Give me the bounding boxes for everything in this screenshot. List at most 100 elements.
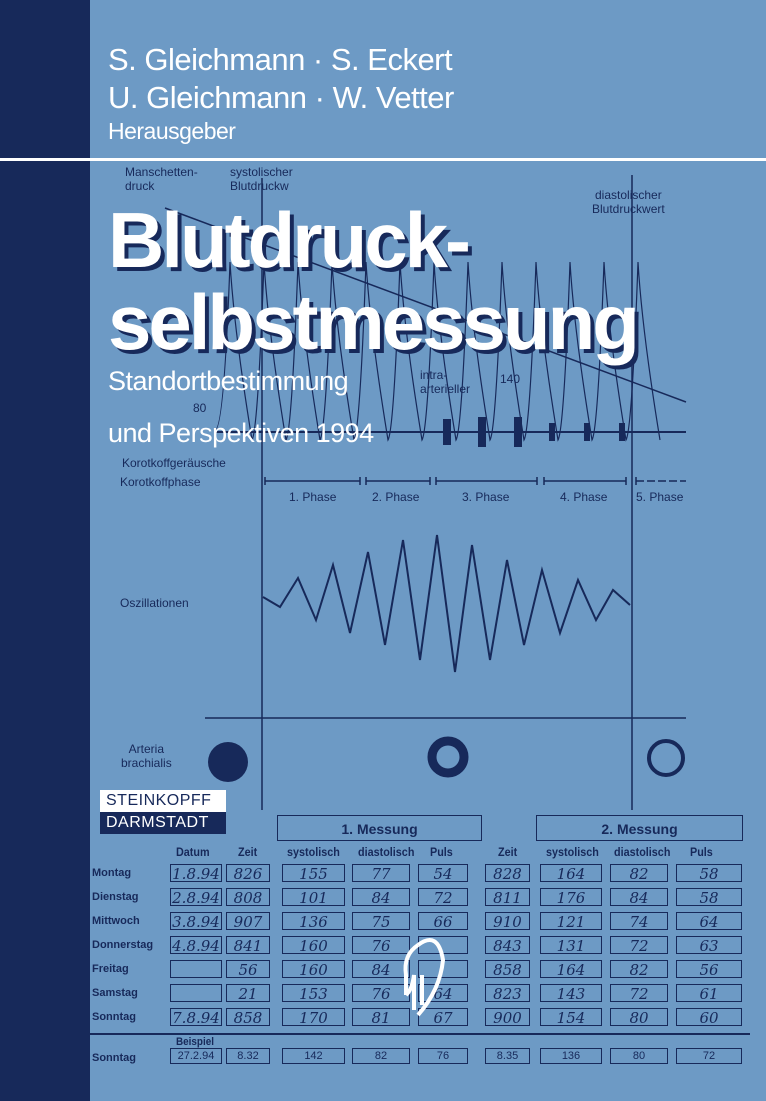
example-cell: 27.2.94 (170, 1048, 222, 1064)
table-cell: 58 (676, 888, 742, 907)
table-cell: 160 (282, 936, 345, 955)
korotkoff-sounds-label: Korotkoffgeräusche (122, 456, 226, 470)
intra-arterial-label: intra- arterieller (420, 368, 471, 396)
artery-closed-icon (208, 742, 248, 782)
table-cell: 808 (226, 888, 270, 907)
phase-1: 1. Phase (289, 490, 337, 504)
table-cell: 56 (676, 960, 742, 979)
phase-5-range (635, 477, 686, 485)
table-cell: 72 (610, 984, 668, 1003)
systolic-label: systolischer Blutdruckw (230, 165, 293, 193)
phase-4: 4. Phase (560, 490, 608, 504)
korotkoff-sound-bar (514, 417, 522, 447)
measurement-1-header: 1. Messung (277, 815, 482, 841)
table-cell: 907 (226, 912, 270, 931)
phase-range (365, 477, 431, 485)
table-cell: 843 (485, 936, 530, 955)
table-cell: 72 (610, 936, 668, 955)
table-cell: 841 (226, 936, 270, 955)
korotkoff-sound-bar (443, 419, 451, 445)
table-cell: 143 (540, 984, 602, 1003)
table-cell: 4.8.94 (170, 936, 222, 955)
korotkoff-sound-bar (584, 423, 590, 441)
arterial-pressure-wave (214, 261, 661, 442)
artery-partial-icon (427, 736, 469, 778)
table-cell (170, 984, 222, 1002)
artery-label: Arteria brachialis (121, 742, 172, 770)
row-day-label: Freitag (92, 963, 129, 975)
phase-range (543, 477, 627, 485)
column-header: diastolisch (358, 845, 415, 859)
phase-2: 2. Phase (372, 490, 420, 504)
table-cell: 823 (485, 984, 530, 1003)
column-header: Datum (176, 845, 210, 859)
authors-line-1: S. Gleichmann · S. Eckert (108, 42, 453, 77)
row-day-label: Sonntag (92, 1011, 136, 1023)
table-cell: 910 (485, 912, 530, 931)
table-cell: 136 (282, 912, 345, 931)
table-cell: 82 (610, 960, 668, 979)
example-cell: 8.35 (485, 1048, 530, 1064)
korotkoff-sound-bar (478, 417, 486, 447)
table-cell: 21 (226, 984, 270, 1003)
table-cell: 164 (540, 960, 602, 979)
table-cell: 3.8.94 (170, 912, 222, 931)
table-cell: 153 (282, 984, 345, 1003)
subtitle-line-2: und Perspektiven 1994 (108, 418, 374, 448)
table-cell: 84 (352, 960, 410, 979)
tick-80: 80 (193, 401, 207, 415)
example-cell: 8.32 (226, 1048, 270, 1064)
row-day-label: Montag (92, 867, 132, 879)
table-cell: 54 (418, 864, 468, 883)
cuff-pressure-label: Manschetten- druck (125, 165, 198, 193)
table-cell: 80 (610, 1008, 668, 1027)
example-cell: 136 (540, 1048, 602, 1064)
table-cell: 64 (418, 984, 468, 1003)
title-line-1: Blutdruck- (108, 196, 471, 284)
table-cell: 84 (610, 888, 668, 907)
table-cell: 101 (282, 888, 345, 907)
subtitle-line-1: Standortbestimmung (108, 366, 349, 396)
table-cell: 858 (226, 1008, 270, 1027)
example-cell: 80 (610, 1048, 668, 1064)
table-cell: 58 (676, 864, 742, 883)
column-header: systolisch (546, 845, 599, 859)
table-cell: 2.8.94 (170, 888, 222, 907)
table-cell: 160 (282, 960, 345, 979)
phase-5: 5. Phase (636, 490, 684, 504)
table-cell: 72 (418, 888, 468, 907)
table-cell: 176 (540, 888, 602, 907)
column-header: Zeit (238, 845, 258, 859)
column-header: Puls (690, 845, 713, 859)
table-cell: 121 (540, 912, 602, 931)
table-cell: 76 (352, 936, 410, 955)
table-cell: 82 (610, 864, 668, 883)
publisher-name: STEINKOPFF (100, 790, 226, 812)
table-cell: 75 (352, 912, 410, 931)
korotkoff-sound-bar (549, 423, 555, 441)
publisher-city: DARMSTADT (100, 812, 226, 834)
table-cell: 826 (226, 864, 270, 883)
table-cell: 56 (226, 960, 270, 979)
oscillation-wave (262, 534, 631, 673)
header-divider (0, 158, 766, 161)
row-day-label: Dienstag (92, 891, 139, 903)
title-line-2: selbstmessung (108, 278, 640, 366)
table-cell: 900 (485, 1008, 530, 1027)
table-cell: 155 (282, 864, 345, 883)
authors-line-2: U. Gleichmann · W. Vetter (108, 80, 454, 115)
table-cell: 67 (418, 1008, 468, 1027)
table-cell: 61 (676, 984, 742, 1003)
column-header: systolisch (287, 845, 340, 859)
table-cell: 858 (485, 960, 530, 979)
example-cell: 72 (676, 1048, 742, 1064)
table-cell: 60 (676, 1008, 742, 1027)
table-cell: 1.8.94 (170, 864, 222, 883)
diastolic-label: diastolischer Blutdruckwert (592, 188, 665, 216)
table-cell: 164 (540, 864, 602, 883)
table-cell: 64 (676, 912, 742, 931)
example-label: Beispiel (176, 1036, 214, 1048)
editor-role: Herausgeber (108, 118, 236, 144)
measurement-2-header: 2. Messung (536, 815, 743, 841)
